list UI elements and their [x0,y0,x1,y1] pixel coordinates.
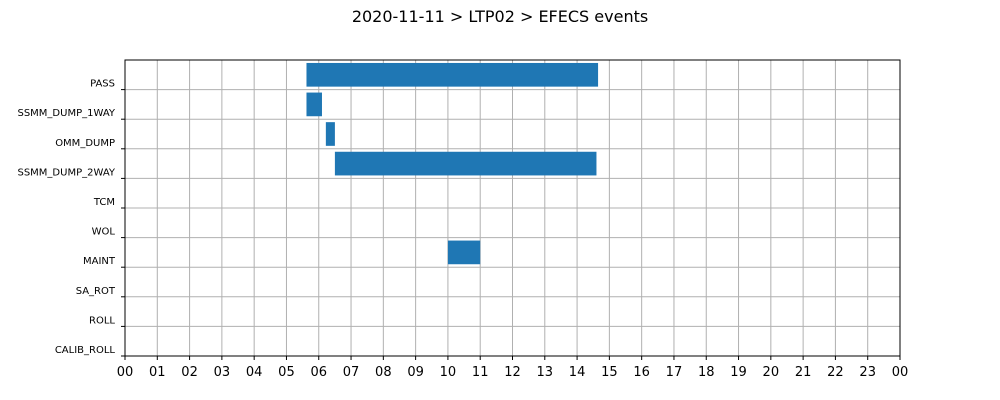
x-tick-label: 01 [149,365,166,380]
x-tick-labels: 00 01 02 03 04 05 06 07 08 09 10 11 12 13 14 15 16 17 18 19… [117,365,909,380]
y-tick-label: ROLL [89,315,115,326]
x-tick-label: 04 [246,365,263,380]
x-tick-label: 22 [827,365,844,380]
y-tick-label: TCM [93,197,115,208]
event-bar [334,151,597,176]
x-tick-label: 17 [666,365,683,380]
x-tick-label: 11 [472,365,489,380]
y-tick-label: SA_ROT [76,286,116,297]
x-tick-label: 06 [310,365,327,380]
x-tick-label: 07 [343,365,360,380]
y-tick-label: WOL [92,227,116,238]
x-tick-label: 00 [117,365,134,380]
event-bar [306,92,322,117]
chart-title: 2020-11-11 > LTP02 > EFECS events [352,7,648,26]
y-tick-label: SSMM_DUMP_1WAY [17,108,115,119]
x-tick-label: 09 [407,365,424,380]
y-tick-label: SSMM_DUMP_2WAY [17,167,115,178]
x-tick-label: 21 [795,365,812,380]
y-tick-label: CALIB_ROLL [55,345,116,356]
x-tick-label: 00 [892,365,909,380]
x-tick-label: 10 [440,365,457,380]
x-tick-label: 08 [375,365,392,380]
x-tick-label: 03 [214,365,231,380]
y-tick-label: OMM_DUMP [55,138,115,149]
axis-ticks [121,89,901,360]
grid-lines [124,60,901,356]
x-tick-label: 23 [859,365,876,380]
event-bars [306,62,599,265]
x-tick-label: 14 [569,365,586,380]
x-tick-label: 15 [601,365,618,380]
x-tick-label: 02 [181,365,198,380]
event-bar [306,62,599,87]
x-tick-label: 12 [504,365,521,380]
x-tick-label: 18 [698,365,715,380]
y-tick-label: PASS [90,79,115,90]
x-tick-label: 13 [537,365,554,380]
y-tick-label: MAINT [83,256,116,267]
x-tick-label: 20 [763,365,780,380]
x-tick-label: 16 [633,365,650,380]
x-tick-label: 05 [278,365,295,380]
y-tick-labels: PASS SSMM_DUMP_1WAY OMM_DUMP SSMM_DUMP_2WAY… [17,79,115,356]
event-bar [447,240,481,265]
x-tick-label: 19 [730,365,747,380]
event-bar [325,122,335,146]
